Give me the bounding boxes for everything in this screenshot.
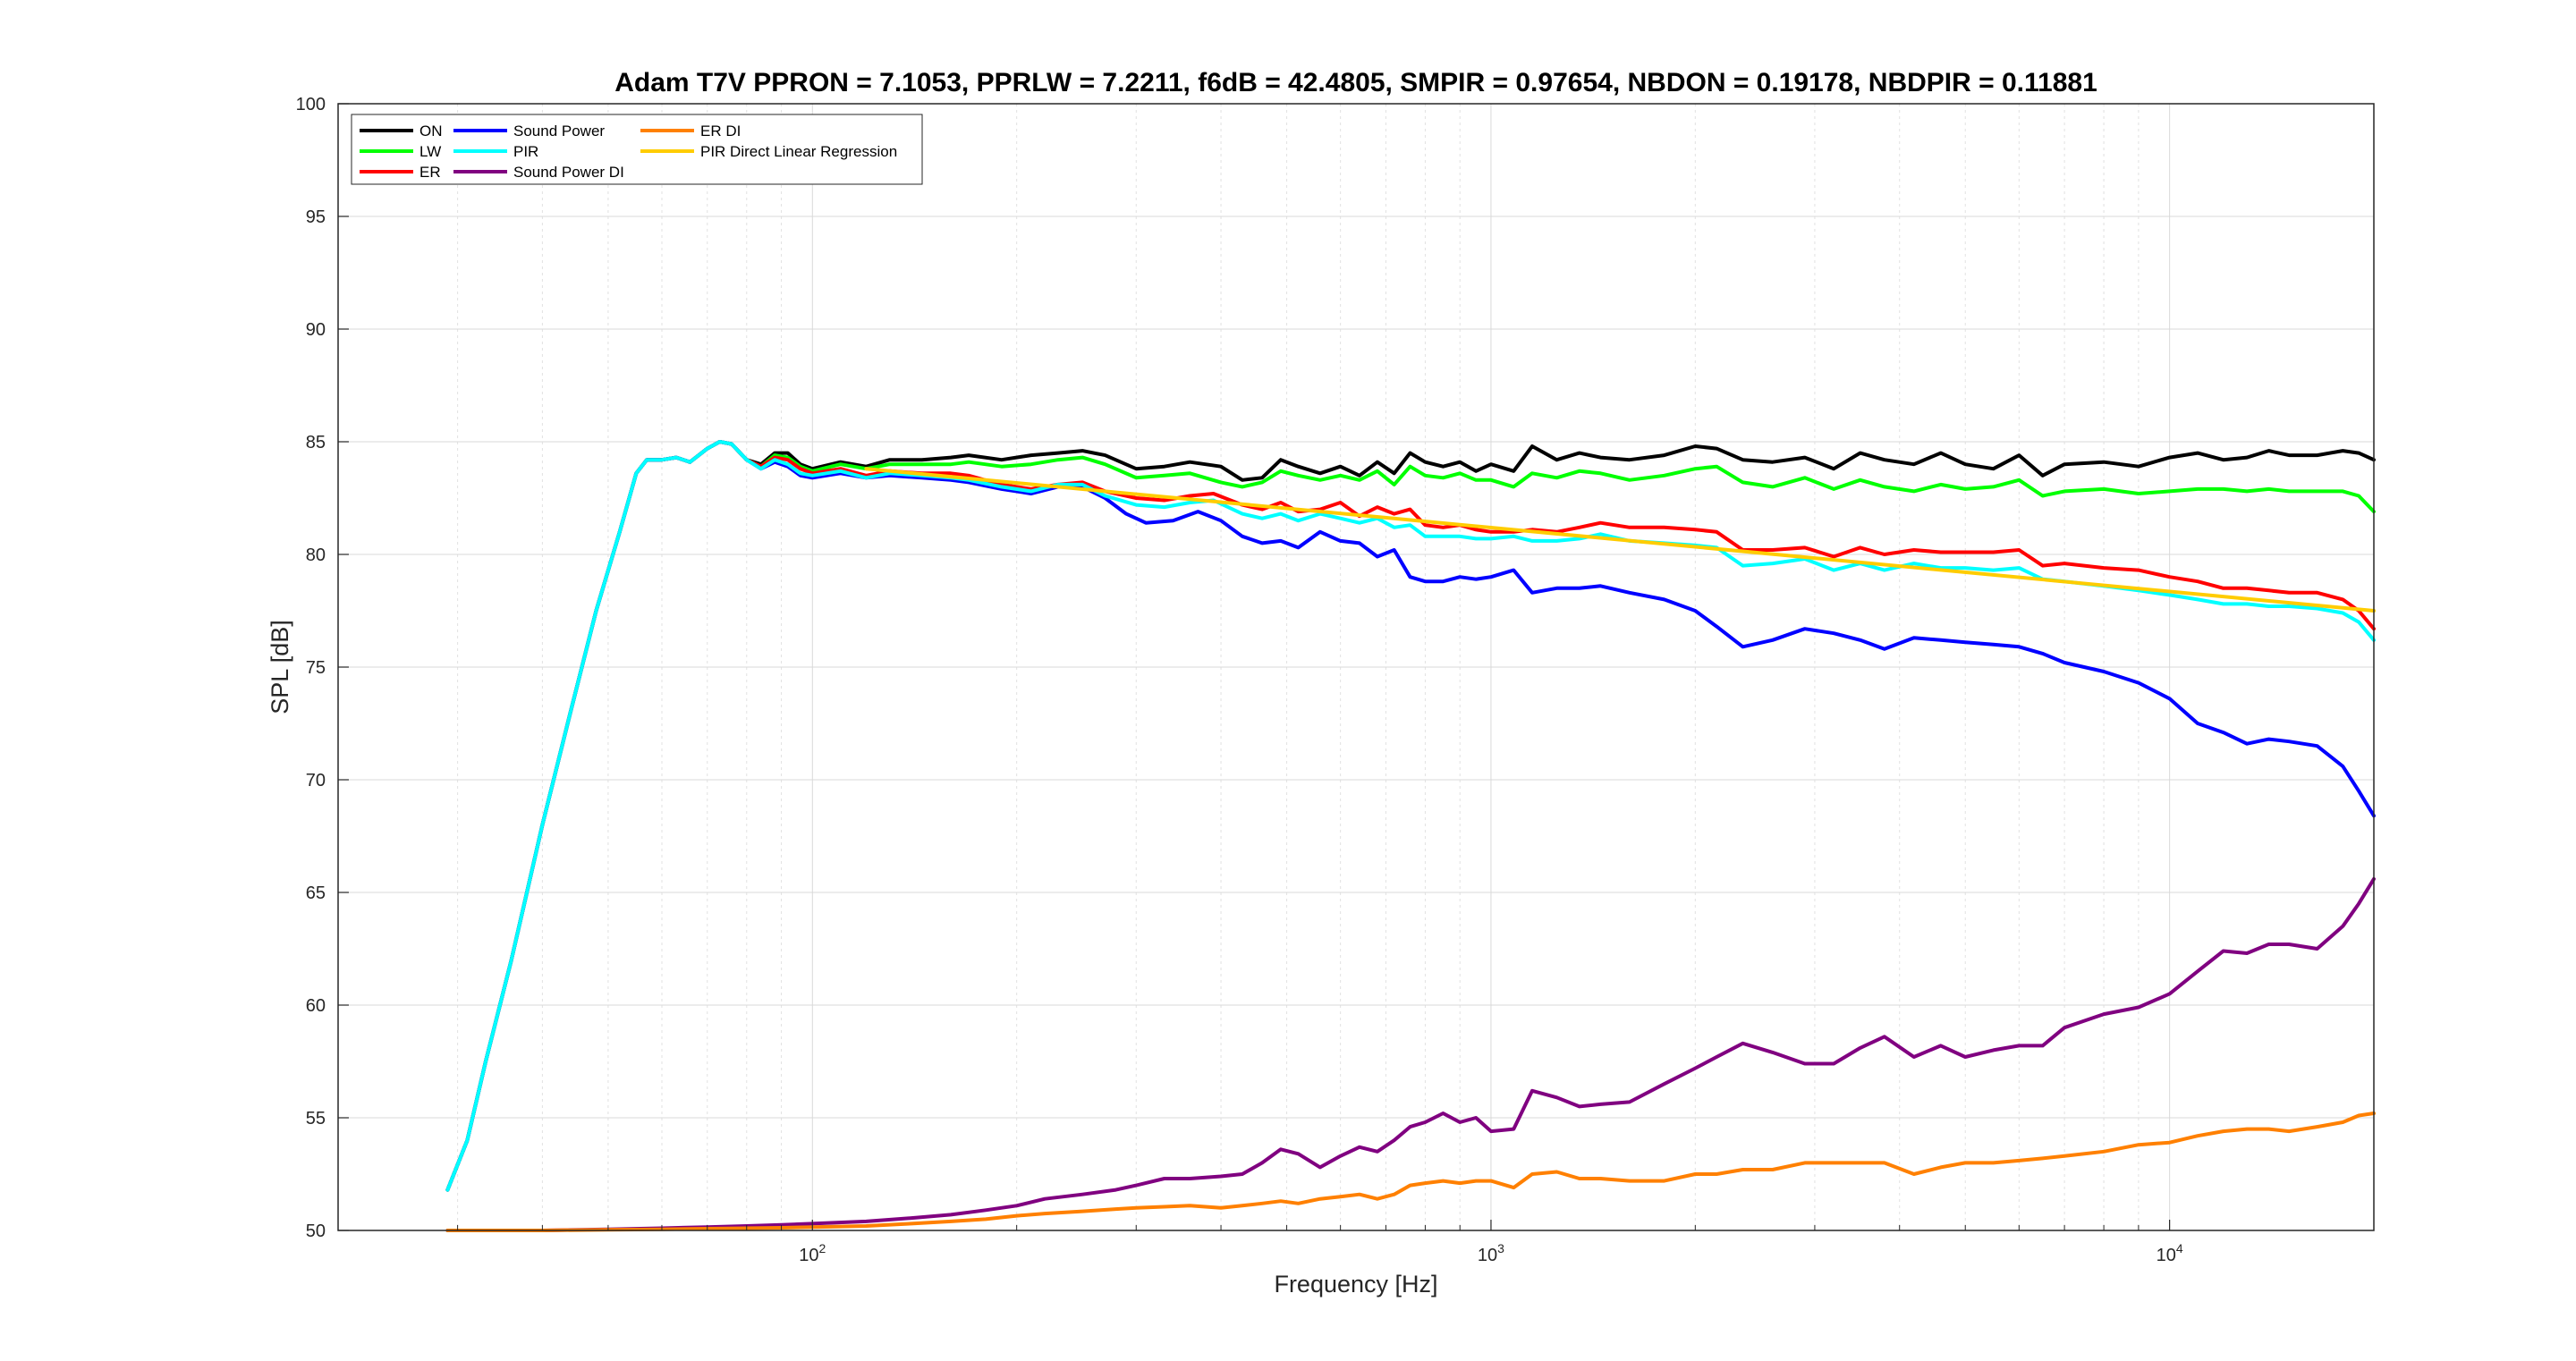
legend-label-er: ER	[419, 164, 441, 181]
y-tick-label: 75	[306, 658, 326, 678]
x-tick-exponent: 4	[2176, 1241, 2183, 1255]
legend-label-pir: PIR	[513, 143, 538, 160]
x-tick-exponent: 2	[819, 1241, 826, 1255]
legend-label-pir-direct-linear-regression: PIR Direct Linear Regression	[700, 143, 897, 160]
y-tick-label: 65	[306, 883, 326, 903]
chart-title: Adam T7V PPRON = 7.1053, PPRLW = 7.2211,…	[614, 68, 2097, 97]
x-tick-label: 102	[799, 1241, 826, 1265]
grid-layer	[338, 103, 2374, 1231]
legend-items: ON LW ER Sound Power PIR Sound Power DI ER DI P…	[360, 123, 897, 181]
x-tick-base: 10	[2157, 1246, 2176, 1265]
legend-box	[351, 114, 923, 185]
series-layer	[445, 440, 2376, 1232]
legend-label-er-di: ER DI	[700, 123, 741, 139]
y-tick-label: 95	[306, 207, 326, 227]
legend-label-lw: LW	[419, 143, 441, 160]
x-tick-base: 10	[1478, 1246, 1497, 1265]
x-tick-label: 104	[2157, 1241, 2183, 1265]
series-line-pir	[445, 440, 2376, 1192]
x-tick-base: 10	[799, 1246, 818, 1265]
series-line-er-di	[445, 1112, 2376, 1232]
y-tick-label: 70	[306, 771, 326, 790]
series-line-pir-direct-linear-regression	[864, 467, 2376, 613]
x-axis-label: Frequency [Hz]	[1274, 1271, 1437, 1298]
y-tick-label: 80	[306, 545, 326, 565]
y-tick-label: 100	[296, 95, 326, 114]
y-tick-label: 60	[306, 996, 326, 1016]
y-tick-label: 85	[306, 433, 326, 452]
y-tick-label: 90	[306, 320, 326, 340]
legend-label-on: ON	[419, 123, 443, 139]
series-line-sound-power-di	[445, 876, 2376, 1232]
x-tick-label: 103	[1478, 1241, 1504, 1265]
legend[interactable]: ON LW ER Sound Power PIR Sound Power DI ER DI P…	[351, 114, 923, 185]
y-tick-label: 55	[306, 1109, 326, 1129]
y-tick-label: 50	[306, 1222, 326, 1241]
legend-label-sound-power-di: Sound Power DI	[513, 164, 624, 181]
legend-label-sound-power: Sound Power	[513, 123, 605, 139]
y-axis-label: SPL [dB]	[267, 620, 293, 714]
x-tick-exponent: 3	[1497, 1241, 1504, 1255]
